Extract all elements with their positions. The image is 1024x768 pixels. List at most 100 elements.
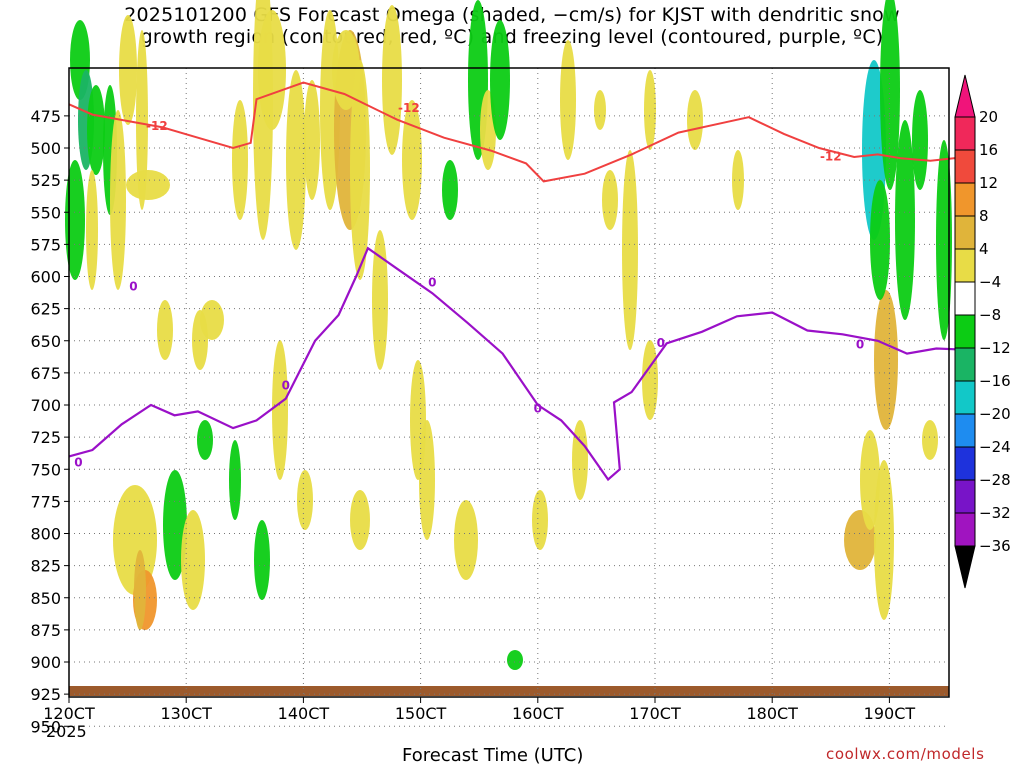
colorbar-label-3: 8 <box>979 207 989 225</box>
colorbar-label-10: −24 <box>979 438 1011 456</box>
colorbar-label-7: −12 <box>979 339 1011 357</box>
omega-cell-55 <box>860 430 880 530</box>
omega-cell-18 <box>157 300 173 360</box>
y-tick-label-4: 575 <box>30 235 61 254</box>
x-tick-label-0: 120CT <box>43 704 95 723</box>
contour-label-red-0: -12 <box>146 119 168 133</box>
colorbar-swatch-10 <box>954 446 976 481</box>
omega-cell-4 <box>65 160 85 280</box>
omega-cell-44 <box>507 650 523 670</box>
credit-link[interactable]: coolwx.com/models <box>826 745 985 763</box>
omega-cell-60 <box>880 0 900 190</box>
omega-cell-50 <box>644 70 656 150</box>
plot-frame <box>68 67 950 698</box>
colorbar-swatch-5 <box>954 281 976 316</box>
omega-cell-22 <box>254 520 270 600</box>
omega-cell-5 <box>86 170 98 290</box>
omega-cell-36 <box>350 490 370 550</box>
freezing-level-contour <box>68 246 966 482</box>
colorbar-swatch-0 <box>954 116 976 151</box>
x-tick-label-6: 180CT <box>746 704 798 723</box>
omega-cell-30 <box>332 30 360 110</box>
colorbar-swatch-3 <box>954 215 976 250</box>
x-year-label: 2025 <box>46 722 87 741</box>
omega-cell-12 <box>134 550 146 630</box>
omega-cell-2 <box>87 85 105 175</box>
omega-cell-13 <box>163 470 187 580</box>
y-tick-label-6: 625 <box>30 300 61 319</box>
omega-cell-64 <box>936 140 952 340</box>
omega-cell-6 <box>110 110 126 290</box>
y-tick-label-16: 875 <box>30 621 61 640</box>
y-tick-label-15: 850 <box>30 589 61 608</box>
omega-cell-48 <box>602 170 618 230</box>
omega-cell-32 <box>372 230 388 370</box>
y-tick-label-12: 775 <box>30 492 61 511</box>
omega-cell-9 <box>126 170 170 200</box>
omega-cell-10 <box>113 485 157 595</box>
omega-cell-20 <box>232 100 248 220</box>
omega-cell-7 <box>119 15 137 125</box>
colorbar-label-8: −16 <box>979 372 1011 390</box>
y-tick-label-13: 800 <box>30 525 61 544</box>
y-tick-label-18: 925 <box>30 685 61 704</box>
colorbar-swatch-2 <box>954 182 976 217</box>
colorbar-swatch-11 <box>954 479 976 514</box>
x-tick-label-7: 190CT <box>864 704 916 723</box>
colorbar-swatch-12 <box>954 512 976 547</box>
omega-cell-56 <box>874 290 898 430</box>
colorbar-bottom-arrow <box>954 545 976 589</box>
colorbar-label-4: 4 <box>979 240 989 258</box>
colorbar-swatch-4 <box>954 248 976 283</box>
omega-cell-46 <box>572 420 588 500</box>
contour-label-purple-4: 0 <box>534 402 542 416</box>
y-tick-label-2: 525 <box>30 171 61 190</box>
y-tick-label-9: 700 <box>30 396 61 415</box>
omega-cell-26 <box>297 470 313 530</box>
colorbar-label-2: 12 <box>979 174 998 192</box>
y-tick-label-0: 475 <box>30 107 61 126</box>
omega-cell-59 <box>870 180 890 300</box>
omega-cell-51 <box>642 340 658 420</box>
omega-shading <box>65 0 952 696</box>
x-tick-label-2: 140CT <box>278 704 330 723</box>
grid-lines <box>69 68 949 727</box>
contours: -12 -12 -12 0 0 0 0 0 0 0 <box>68 81 966 482</box>
colorbar-swatch-8 <box>954 380 976 415</box>
y-tick-label-14: 825 <box>30 557 61 576</box>
omega-cell-43 <box>532 490 548 550</box>
omega-cell-14 <box>181 510 205 610</box>
terrain-strip <box>69 686 949 696</box>
colorbar-label-11: −28 <box>979 471 1011 489</box>
y-tick-label-3: 550 <box>30 203 61 222</box>
contour-label-red-2: -12 <box>820 150 842 164</box>
omega-cell-49 <box>622 150 638 350</box>
omega-cell-27 <box>304 80 320 200</box>
omega-cell-53 <box>732 150 744 210</box>
y-tick-label-10: 725 <box>30 428 61 447</box>
colorbar-top-arrow <box>954 74 976 118</box>
colorbar-swatch-1 <box>954 149 976 184</box>
omega-cell-38 <box>442 160 458 220</box>
y-tick-label-1: 500 <box>30 139 61 158</box>
colorbar-label-1: 16 <box>979 141 998 159</box>
omega-cell-31 <box>350 60 370 280</box>
omega-cell-8 <box>136 30 148 210</box>
omega-cell-16 <box>197 420 213 460</box>
colorbar-swatch-9 <box>954 413 976 448</box>
omega-cell-23 <box>258 10 286 130</box>
colorbar-label-9: −20 <box>979 405 1011 423</box>
y-tick-label-8: 675 <box>30 364 61 383</box>
x-tick-label-3: 150CT <box>395 704 447 723</box>
x-tick-label-5: 170CT <box>629 704 681 723</box>
colorbar-label-5: −4 <box>979 273 1001 291</box>
y-tick-label-19: 950 <box>30 717 61 736</box>
contour-label-purple-3: 0 <box>428 276 436 290</box>
colorbar-label-0: 20 <box>979 108 998 126</box>
x-tick-label-4: 160CT <box>512 704 564 723</box>
contour-label-purple-6: 0 <box>856 337 864 351</box>
y-tick-label-11: 750 <box>30 460 61 479</box>
omega-cell-33 <box>382 5 402 155</box>
colorbar-label-12: −32 <box>979 504 1011 522</box>
